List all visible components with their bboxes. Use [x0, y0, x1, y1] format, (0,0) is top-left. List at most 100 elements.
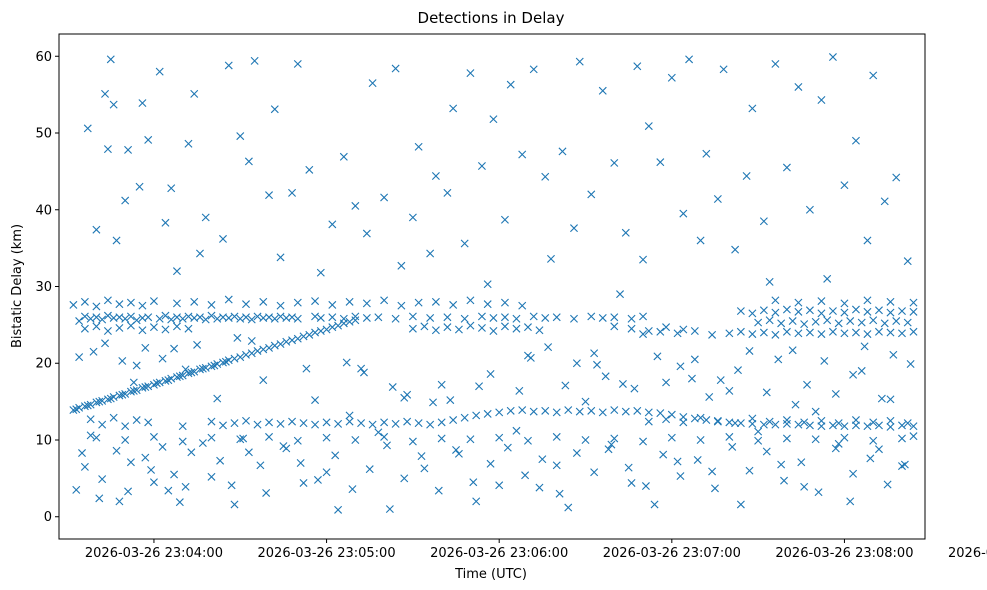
data-point [777, 460, 786, 469]
data-point [621, 228, 630, 237]
data-point [92, 313, 101, 322]
data-point [900, 460, 909, 469]
data-point [124, 145, 133, 154]
data-point [598, 86, 607, 95]
data-point [823, 316, 832, 325]
data-point [906, 360, 915, 369]
data-point [224, 295, 233, 304]
data-point [561, 381, 570, 390]
data-point [195, 365, 204, 374]
data-point [149, 478, 158, 487]
data-point [103, 145, 112, 154]
data-point [745, 346, 754, 355]
data-point [840, 422, 849, 431]
data-point [95, 397, 104, 406]
data-point [365, 465, 374, 474]
data-point [437, 434, 446, 443]
data-point [233, 333, 242, 342]
data-point [388, 383, 397, 392]
data-point [270, 105, 279, 114]
data-point [446, 396, 455, 405]
data-point [244, 157, 253, 166]
y-tick-label: 10 [35, 433, 52, 448]
data-point [610, 322, 619, 331]
data-point [270, 341, 279, 350]
data-point [121, 196, 130, 205]
data-point [141, 383, 150, 392]
data-point [265, 191, 274, 200]
data-point [207, 417, 216, 426]
data-point [172, 373, 181, 382]
data-point [288, 313, 297, 322]
data-point [886, 297, 895, 306]
data-point [454, 325, 463, 334]
data-point [800, 482, 809, 491]
data-point [523, 436, 532, 445]
data-point [572, 449, 581, 458]
data-point [293, 59, 302, 68]
data-point [164, 486, 173, 495]
data-point [791, 400, 800, 409]
data-point [886, 328, 895, 337]
data-point [483, 280, 492, 289]
data-point [500, 215, 509, 224]
data-point [437, 380, 446, 389]
data-point [851, 416, 860, 425]
data-point [693, 455, 702, 464]
data-point [322, 433, 331, 442]
data-point [897, 421, 906, 430]
data-point [429, 398, 438, 407]
data-point [552, 461, 561, 470]
data-point [673, 457, 682, 466]
data-point [765, 316, 774, 325]
data-point [771, 420, 780, 429]
data-point [575, 407, 584, 416]
data-point [172, 299, 181, 308]
data-point [236, 314, 245, 323]
data-point [521, 471, 530, 480]
data-point [83, 124, 92, 133]
x-tick-label: 2026-03-26 23:04:00 [85, 546, 223, 561]
data-point [118, 390, 127, 399]
data-point [357, 419, 366, 428]
data-point [748, 309, 757, 318]
data-point [886, 422, 895, 431]
data-point [489, 115, 498, 124]
data-point [713, 416, 722, 425]
data-point [198, 364, 207, 373]
data-point [803, 380, 812, 389]
data-point [679, 209, 688, 218]
data-point [650, 500, 659, 509]
data-point [601, 372, 610, 381]
data-point [155, 314, 164, 323]
data-point [288, 417, 297, 426]
data-point [598, 313, 607, 322]
data-point [811, 317, 820, 326]
data-point [558, 147, 567, 156]
data-point [857, 366, 866, 375]
data-point [293, 436, 302, 445]
data-point [644, 408, 653, 417]
data-point [207, 472, 216, 481]
data-point [339, 314, 348, 323]
data-point [477, 312, 486, 321]
data-point [633, 62, 642, 71]
data-point [486, 370, 495, 378]
data-point [639, 255, 648, 264]
data-point [903, 419, 912, 428]
data-point [115, 313, 124, 322]
data-point [656, 327, 665, 336]
data-point [849, 469, 858, 478]
data-point [489, 313, 498, 322]
data-point [535, 483, 544, 492]
data-point [345, 297, 354, 306]
data-point [805, 306, 814, 315]
data-point [195, 249, 204, 258]
data-point [805, 205, 814, 214]
data-point [147, 465, 156, 474]
data-point [575, 57, 584, 66]
data-point [80, 402, 89, 411]
data-point [152, 379, 161, 388]
data-point [400, 474, 409, 483]
data-point [745, 466, 754, 475]
